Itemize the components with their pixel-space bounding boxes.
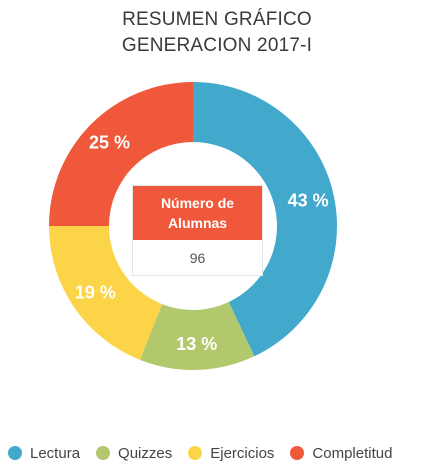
donut-slice-ejercicios — [49, 226, 163, 360]
legend-item-quizzes: Quizzes — [96, 445, 172, 462]
center-label: Número de Alumnas — [133, 186, 262, 240]
legend-label: Ejercicios — [210, 444, 275, 462]
legend-label: Lectura — [30, 444, 81, 462]
data-label-quizzes: 13 % — [176, 334, 217, 354]
center-info-box: Número de Alumnas 96 — [132, 185, 263, 276]
chart-legend: Lectura Quizzes Ejercicios Completitud — [8, 443, 392, 463]
legend-label: Quizzes — [118, 444, 173, 462]
donut-slice-lectura — [193, 82, 337, 357]
center-value: 96 — [189, 250, 206, 266]
legend-label: Completitud — [312, 444, 393, 462]
chart-title-line-1: RESUMEN GRÁFICO — [122, 9, 312, 30]
chart-title-line-2: GENERACION 2017-I — [121, 35, 313, 56]
legend-swatch — [290, 446, 305, 460]
legend-swatch — [8, 446, 22, 460]
donut-slice-completitud — [49, 82, 193, 226]
legend-swatch — [188, 446, 203, 460]
donut-slice-quizzes — [139, 302, 255, 371]
data-label-ejercicios: 19 % — [75, 282, 116, 302]
legend-swatch — [96, 446, 111, 460]
legend-item-ejercicios: Ejercicios — [188, 445, 274, 462]
data-label-completitud: 25 % — [89, 133, 130, 153]
data-label-lectura: 43 % — [288, 190, 329, 210]
legend-item-lectura: Lectura — [8, 445, 80, 462]
legend-item-completitud: Completitud — [290, 445, 392, 462]
